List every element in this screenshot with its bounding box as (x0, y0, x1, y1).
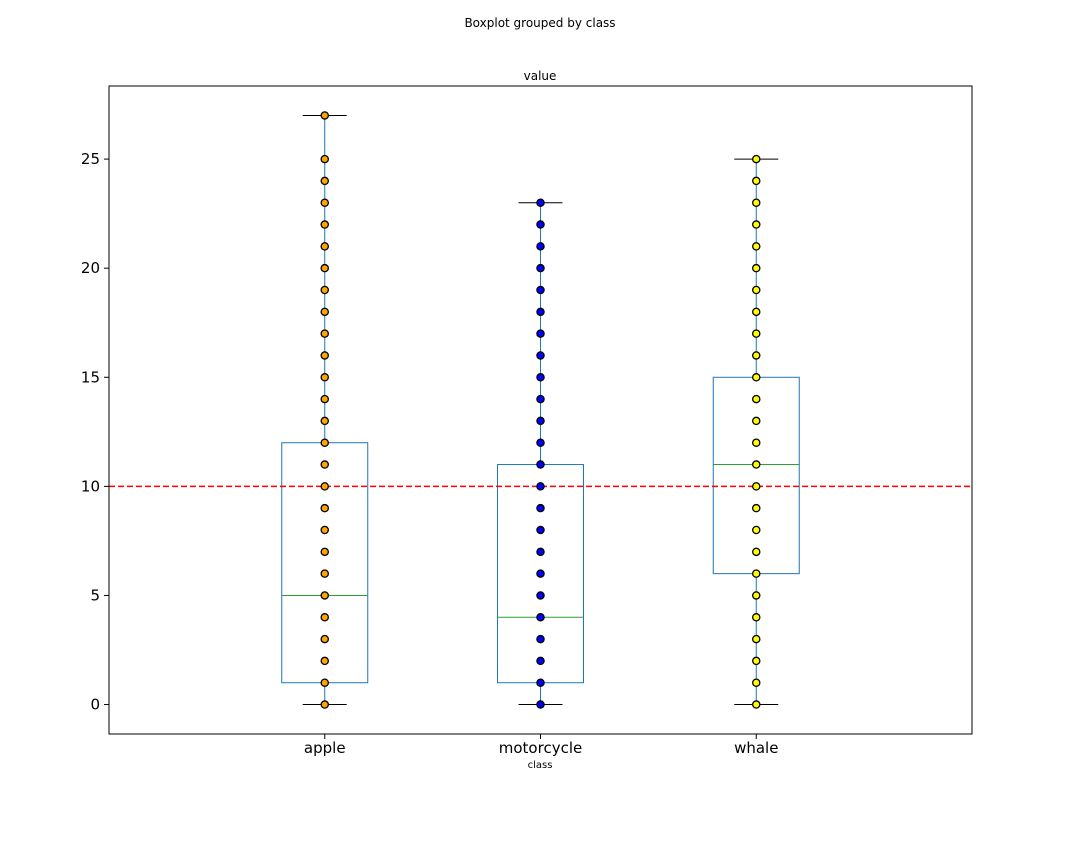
y-tick-label: 0 (90, 696, 100, 714)
data-point (320, 569, 329, 578)
data-point (752, 569, 761, 578)
data-point (536, 503, 545, 513)
y-tick-label: 20 (81, 259, 100, 277)
box-group-whale (712, 158, 800, 706)
data-point (320, 438, 329, 447)
data-point (752, 307, 761, 317)
y-tick-label: 5 (90, 586, 100, 604)
data-point (320, 634, 329, 644)
data-point (536, 525, 545, 535)
data-point (536, 285, 545, 295)
data-point (536, 198, 545, 207)
data-point (752, 482, 761, 491)
data-point (320, 503, 329, 513)
x-axis: apple motorcycle whale (304, 734, 778, 757)
data-point (320, 307, 329, 317)
data-point (752, 438, 761, 447)
data-point (536, 591, 545, 600)
data-point (752, 613, 761, 622)
y-axis: 0 5 10 15 20 25 (81, 150, 109, 714)
data-point (320, 329, 329, 338)
data-point (752, 176, 761, 186)
data-point (752, 503, 761, 513)
y-tick-label: 15 (81, 368, 100, 386)
data-point (752, 700, 761, 709)
data-point (320, 482, 329, 491)
data-point (320, 547, 329, 557)
box-iqr (712, 376, 800, 575)
data-point (536, 307, 545, 317)
data-point (752, 220, 761, 229)
data-point (536, 263, 545, 273)
data-point (536, 700, 545, 709)
data-point (752, 154, 761, 164)
data-point (752, 394, 761, 404)
data-point (536, 482, 545, 491)
figure-suptitle: Boxplot grouped by class (464, 16, 615, 30)
x-tick-label: apple (304, 739, 346, 757)
data-point (320, 242, 329, 251)
data-point (536, 329, 545, 338)
data-point (752, 547, 761, 557)
data-point (752, 525, 761, 535)
data-point (536, 394, 545, 404)
data-point (536, 351, 545, 360)
data-point (320, 525, 329, 535)
data-point (320, 700, 329, 709)
box-iqr (281, 442, 369, 684)
data-point (536, 613, 545, 622)
data-point (536, 460, 545, 469)
data-point (752, 263, 761, 273)
data-point (320, 613, 329, 622)
data-point (320, 154, 329, 164)
data-point (320, 591, 329, 600)
data-point (320, 416, 329, 426)
data-point (320, 111, 329, 120)
data-point (536, 416, 545, 426)
data-point (320, 394, 329, 404)
data-point (320, 220, 329, 229)
y-tick-label: 10 (81, 477, 100, 495)
data-point (752, 678, 761, 687)
data-point (320, 198, 329, 207)
plot-area (109, 111, 972, 709)
x-axis-label: class (528, 760, 553, 771)
data-point (752, 242, 761, 251)
data-point (536, 634, 545, 644)
data-point (752, 329, 761, 338)
data-point (320, 351, 329, 360)
data-point (536, 373, 545, 382)
data-point (536, 220, 545, 229)
data-point (752, 351, 761, 360)
data-point (536, 678, 545, 687)
data-point (320, 373, 329, 382)
box-group-motorcycle (497, 202, 584, 706)
data-point (752, 285, 761, 295)
data-point (536, 242, 545, 251)
axes-title: value (524, 69, 557, 83)
data-point (752, 416, 761, 426)
y-tick-label: 25 (81, 150, 100, 168)
data-point (536, 569, 545, 578)
data-point (536, 656, 545, 666)
data-point (752, 656, 761, 666)
data-point (320, 678, 329, 687)
data-point (752, 373, 761, 382)
data-point (536, 547, 545, 557)
data-point (320, 460, 329, 469)
x-tick-label: motorcycle (499, 739, 582, 757)
data-point (320, 263, 329, 273)
data-point (320, 285, 329, 295)
data-point (320, 176, 329, 186)
data-point (752, 460, 761, 469)
x-tick-label: whale (734, 739, 778, 757)
data-point (752, 591, 761, 600)
data-point (752, 198, 761, 207)
data-point (536, 438, 545, 447)
data-point (752, 634, 761, 644)
data-point (320, 656, 329, 666)
